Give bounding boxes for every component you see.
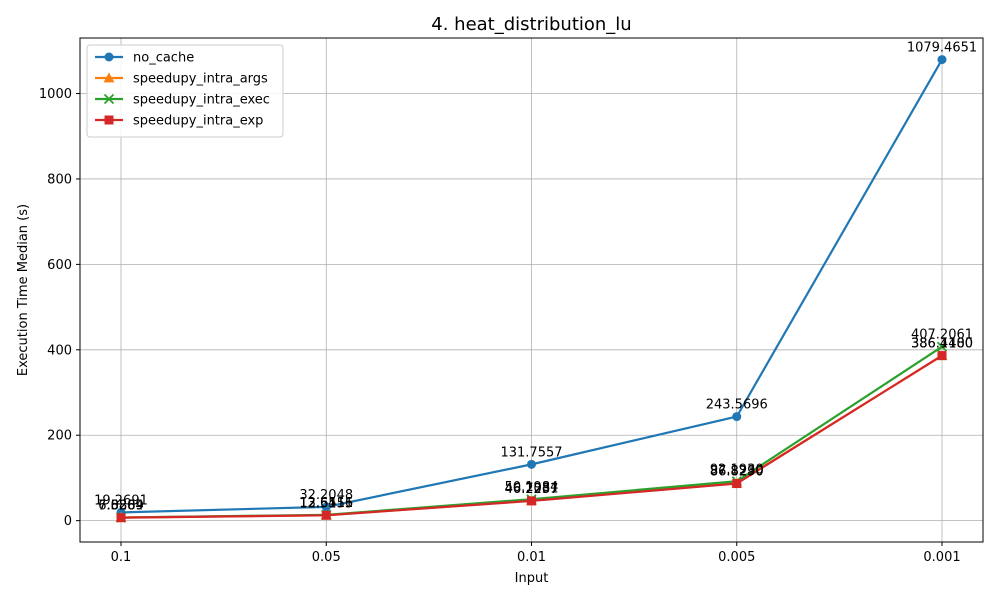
marker-circle — [527, 459, 536, 469]
marker-square — [527, 496, 536, 506]
y-tick-label: 800 — [47, 172, 72, 187]
data-label: 386.1100 — [911, 337, 973, 352]
data-label: 46.2237 — [505, 482, 559, 497]
data-labels: 19.2691 32.2048 131.7557 243.5696 1079.4651 7… — [94, 41, 977, 514]
y-tick-label: 1000 — [39, 87, 72, 102]
y-tick-label: 200 — [47, 429, 72, 444]
axes: 0.1 0.05 0.01 0.005 0.001 0 200 400 600 800 1000 — [39, 87, 961, 565]
legend-label: no_cache — [133, 51, 194, 66]
data-label: 407.2061 — [911, 328, 973, 343]
marker-square — [732, 479, 742, 489]
marker-x — [936, 341, 948, 352]
legend-item-speedupy_intra_exp: speedupy_intra_exp — [95, 114, 263, 129]
marker-square — [937, 351, 947, 361]
marker-x-stroke — [103, 93, 115, 105]
data-label: 19.2691 — [94, 493, 148, 508]
data-label: 12.5155 — [299, 496, 353, 511]
marker-circle — [104, 52, 114, 62]
x-axis-label: Input — [515, 571, 549, 586]
data-label: 7.0869 — [98, 499, 144, 514]
marker-square — [321, 510, 331, 520]
legend-label: speedupy_intra_args — [133, 72, 268, 87]
data-label: 131.7557 — [500, 445, 562, 460]
series-speedupy_intra_exp — [116, 351, 947, 523]
legend-label: speedupy_intra_exec — [133, 93, 270, 108]
marker-circle — [732, 412, 742, 422]
marker-circle — [937, 55, 947, 65]
data-label: 386.4480 — [911, 337, 973, 352]
marker-x — [103, 93, 115, 105]
x-tick-label: 0.01 — [517, 550, 546, 565]
data-label: 12.6411 — [299, 496, 353, 511]
grid — [80, 38, 983, 542]
marker-x-stroke — [936, 341, 948, 352]
chart-title: 4. heat_distribution_lu — [431, 14, 631, 35]
x-tick-label: 0.05 — [312, 550, 341, 565]
data-label: 46.7081 — [505, 482, 559, 497]
legend-label: speedupy_intra_exp — [133, 114, 263, 129]
data-label: 87.8230 — [710, 464, 764, 479]
data-label: 243.5696 — [706, 398, 768, 413]
data-label: 86.8290 — [710, 465, 764, 480]
data-label: 50.1984 — [505, 480, 559, 495]
y-tick-label: 400 — [47, 343, 72, 358]
legend-item-speedupy_intra_args: speedupy_intra_args — [95, 72, 268, 87]
data-label: 32.2048 — [299, 488, 353, 503]
x-tick-label: 0.1 — [111, 550, 132, 565]
series-layer — [115, 55, 948, 523]
y-tick-label: 600 — [47, 258, 72, 273]
legend-item-no_cache: no_cache — [95, 51, 194, 66]
x-tick-label: 0.001 — [923, 550, 960, 565]
data-label: 1079.4651 — [907, 41, 977, 56]
marker-square — [104, 115, 114, 125]
y-tick-label: 0 — [64, 514, 72, 529]
data-label: 13.6516 — [299, 496, 353, 511]
data-label: 92.1930 — [710, 462, 764, 477]
marker-circle — [321, 502, 331, 512]
y-axis-label: Execution Time Median (s) — [16, 204, 31, 376]
data-label: 6.8284 — [98, 499, 144, 514]
legend-item-speedupy_intra_exec: speedupy_intra_exec — [95, 93, 270, 108]
x-tick-label: 0.005 — [718, 550, 755, 565]
marker-square — [116, 513, 126, 523]
marker-triangle — [103, 72, 115, 83]
data-label: 7.5809 — [98, 498, 144, 513]
legend: no_cache speedupy_intra_args speedupy_intr… — [86, 44, 284, 138]
legend-box — [86, 44, 284, 138]
